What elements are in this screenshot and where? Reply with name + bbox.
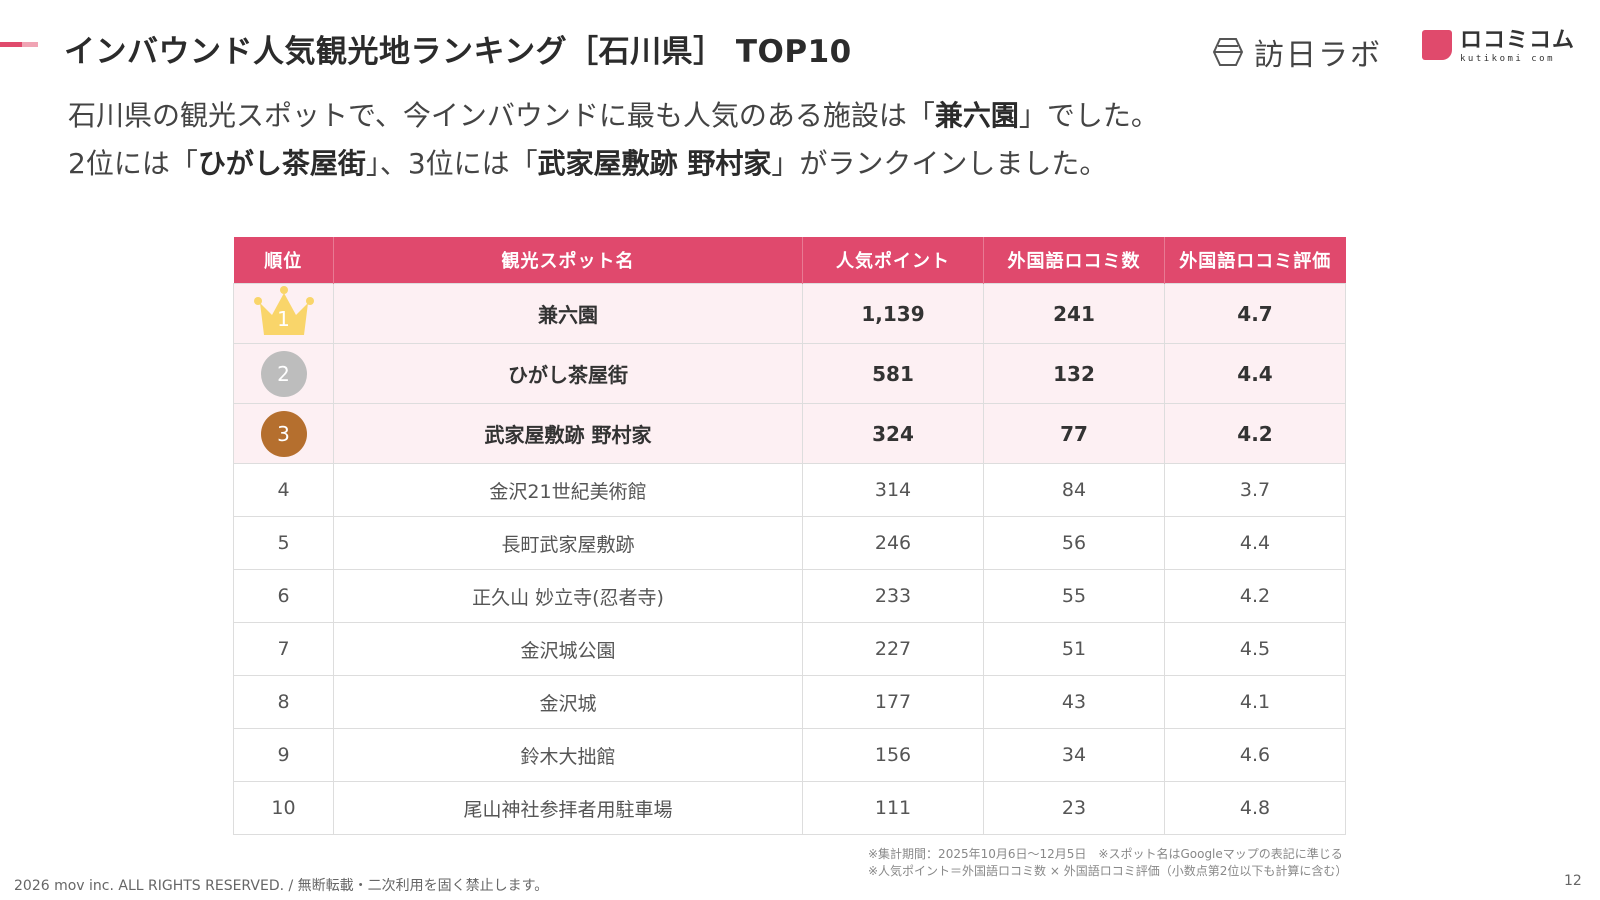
spot-name: 兼六園 xyxy=(333,283,803,344)
review-count: 51 xyxy=(983,622,1165,676)
review-count: 56 xyxy=(983,516,1165,570)
speech-square-icon xyxy=(1422,30,1452,60)
points: 177 xyxy=(802,675,984,729)
review-rating: 4.2 xyxy=(1164,569,1346,623)
silver-medal-icon: 2 xyxy=(260,350,307,397)
points: 314 xyxy=(802,463,984,517)
spot-name: 正久山 妙立寺(忍者寺) xyxy=(333,569,803,623)
logo-subtext: kutikomi com xyxy=(1460,54,1556,64)
gold-crown-icon: 1 xyxy=(252,285,316,337)
rank-cell: 2 xyxy=(233,343,334,404)
points: 581 xyxy=(802,343,984,404)
rank-cell: 9 xyxy=(233,728,334,782)
review-count: 43 xyxy=(983,675,1165,729)
logo-text: ロコミコム xyxy=(1460,28,1576,53)
table-row: 8 金沢城 177 43 4.1 xyxy=(233,675,1346,729)
spot-name: ひがし茶屋街 xyxy=(333,343,803,404)
bronze-medal-icon: 3 xyxy=(260,410,307,457)
footnotes: ※集計期間：2025年10月6日〜12月5日 ※スポット名はGoogleマップの… xyxy=(868,846,1347,880)
review-rating: 4.7 xyxy=(1164,283,1346,344)
table-row: 2 ひがし茶屋街 581 132 4.4 xyxy=(233,343,1346,404)
rank-cell: 6 xyxy=(233,569,334,623)
ranking-table: 順位 観光スポット名 人気ポイント 外国語ロコミ数 外国語ロコミ評価 1 兼六園… xyxy=(233,237,1346,835)
review-count: 84 xyxy=(983,463,1165,517)
review-count: 34 xyxy=(983,728,1165,782)
page-title: インバウンド人気観光地ランキング［石川県］ TOP10 xyxy=(64,34,852,70)
points: 1,139 xyxy=(802,283,984,344)
column-header-points: 人気ポイント xyxy=(802,237,984,284)
review-count: 55 xyxy=(983,569,1165,623)
review-count: 77 xyxy=(983,403,1165,464)
table-row: 6 正久山 妙立寺(忍者寺) 233 55 4.2 xyxy=(233,569,1346,623)
column-header-review-rating: 外国語ロコミ評価 xyxy=(1164,237,1346,284)
rank-cell: 7 xyxy=(233,622,334,676)
accent-bar xyxy=(0,42,38,47)
spot-name: 尾山神社参拝者用駐車場 xyxy=(333,781,803,835)
rank-cell: 3 xyxy=(233,403,334,464)
footnote-formula: ※人気ポイント＝外国語ロコミ数 × 外国語ロコミ評価（小数点第2位以下も計算に含… xyxy=(868,864,1348,878)
spot-name: 金沢城 xyxy=(333,675,803,729)
points: 324 xyxy=(802,403,984,464)
spot-name: 金沢城公園 xyxy=(333,622,803,676)
column-header-rank: 順位 xyxy=(233,237,334,284)
logo-honichi-lab: 訪日ラボ xyxy=(1212,30,1382,74)
spot-name: 武家屋敷跡 野村家 xyxy=(333,403,803,464)
review-rating: 4.5 xyxy=(1164,622,1346,676)
review-rating: 4.8 xyxy=(1164,781,1346,835)
points: 111 xyxy=(802,781,984,835)
column-header-review-count: 外国語ロコミ数 xyxy=(983,237,1165,284)
spot-name: 鈴木大拙館 xyxy=(333,728,803,782)
copyright-text: 2026 mov inc. ALL RIGHTS RESERVED. / 無断転… xyxy=(14,878,549,894)
review-count: 132 xyxy=(983,343,1165,404)
review-rating: 4.1 xyxy=(1164,675,1346,729)
review-rating: 4.2 xyxy=(1164,403,1346,464)
logo-kutikomi: ロコミコム kutikomi com xyxy=(1422,30,1575,64)
spot-name: 長町武家屋敷跡 xyxy=(333,516,803,570)
lead-line-2: 2位には「ひがし茶屋街」、3位には「武家屋敷跡 野村家」がランクインしました。 xyxy=(68,147,1108,180)
rank-cell: 10 xyxy=(233,781,334,835)
table-row: 5 長町武家屋敷跡 246 56 4.4 xyxy=(233,516,1346,570)
rank-cell: 1 xyxy=(233,283,334,344)
review-rating: 4.4 xyxy=(1164,516,1346,570)
spot-name: 金沢21世紀美術館 xyxy=(333,463,803,517)
rank-cell: 4 xyxy=(233,463,334,517)
logo-text: 訪日ラボ xyxy=(1254,38,1382,73)
footnote-period: ※集計期間：2025年10月6日〜12月5日 ※スポット名はGoogleマップの… xyxy=(868,847,1343,861)
table-header-row: 順位 観光スポット名 人気ポイント 外国語ロコミ数 外国語ロコミ評価 xyxy=(233,237,1346,284)
lead-line-1: 石川県の観光スポットで、今インバウンドに最も人気のある施設は「兼六園」でした。 xyxy=(68,99,1159,132)
review-count: 241 xyxy=(983,283,1165,344)
rank-cell: 5 xyxy=(233,516,334,570)
review-rating: 4.4 xyxy=(1164,343,1346,404)
column-header-spot-name: 観光スポット名 xyxy=(333,237,803,284)
table-row: 4 金沢21世紀美術館 314 84 3.7 xyxy=(233,463,1346,517)
hexagon-logo-icon xyxy=(1212,38,1244,66)
table-row: 10 尾山神社参拝者用駐車場 111 23 4.8 xyxy=(233,781,1346,835)
points: 156 xyxy=(802,728,984,782)
table-row: 1 兼六園 1,139 241 4.7 xyxy=(233,283,1346,344)
points: 233 xyxy=(802,569,984,623)
lead-text: 石川県の観光スポットで、今インバウンドに最も人気のある施設は「兼六園」でした。 … xyxy=(68,92,1159,188)
table-row: 7 金沢城公園 227 51 4.5 xyxy=(233,622,1346,676)
points: 246 xyxy=(802,516,984,570)
rank-cell: 8 xyxy=(233,675,334,729)
table-row: 3 武家屋敷跡 野村家 324 77 4.2 xyxy=(233,403,1346,464)
review-rating: 3.7 xyxy=(1164,463,1346,517)
table-row: 9 鈴木大拙館 156 34 4.6 xyxy=(233,728,1346,782)
points: 227 xyxy=(802,622,984,676)
review-rating: 4.6 xyxy=(1164,728,1346,782)
review-count: 23 xyxy=(983,781,1165,835)
page-number: 12 xyxy=(1564,873,1582,889)
